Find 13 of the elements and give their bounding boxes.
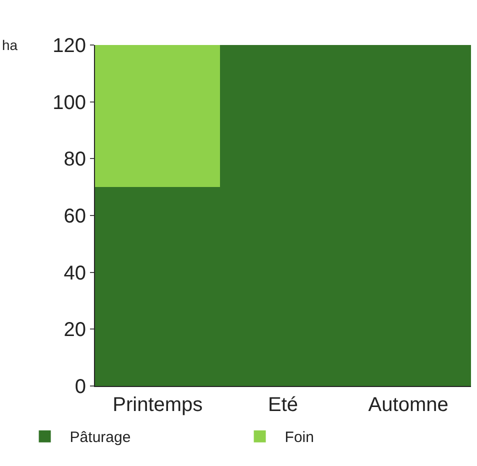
y-tick-label: 120 xyxy=(52,35,86,57)
y-tick-label: 100 xyxy=(52,92,86,114)
y-axis-title: ha xyxy=(2,37,18,53)
y-tick-label: 20 xyxy=(64,319,86,342)
legend-label: Pâturage xyxy=(70,429,131,446)
x-tick-label: Automne xyxy=(368,394,448,416)
y-tick-label: 80 xyxy=(64,148,86,171)
x-tick-label: Eté xyxy=(268,394,298,416)
x-tick-label: Printemps xyxy=(112,394,203,416)
legend-label: Foin xyxy=(284,429,314,446)
y-tick-label: 60 xyxy=(64,206,86,228)
y-tick-label: 40 xyxy=(64,262,86,284)
y-tick-label: 0 xyxy=(74,376,86,398)
